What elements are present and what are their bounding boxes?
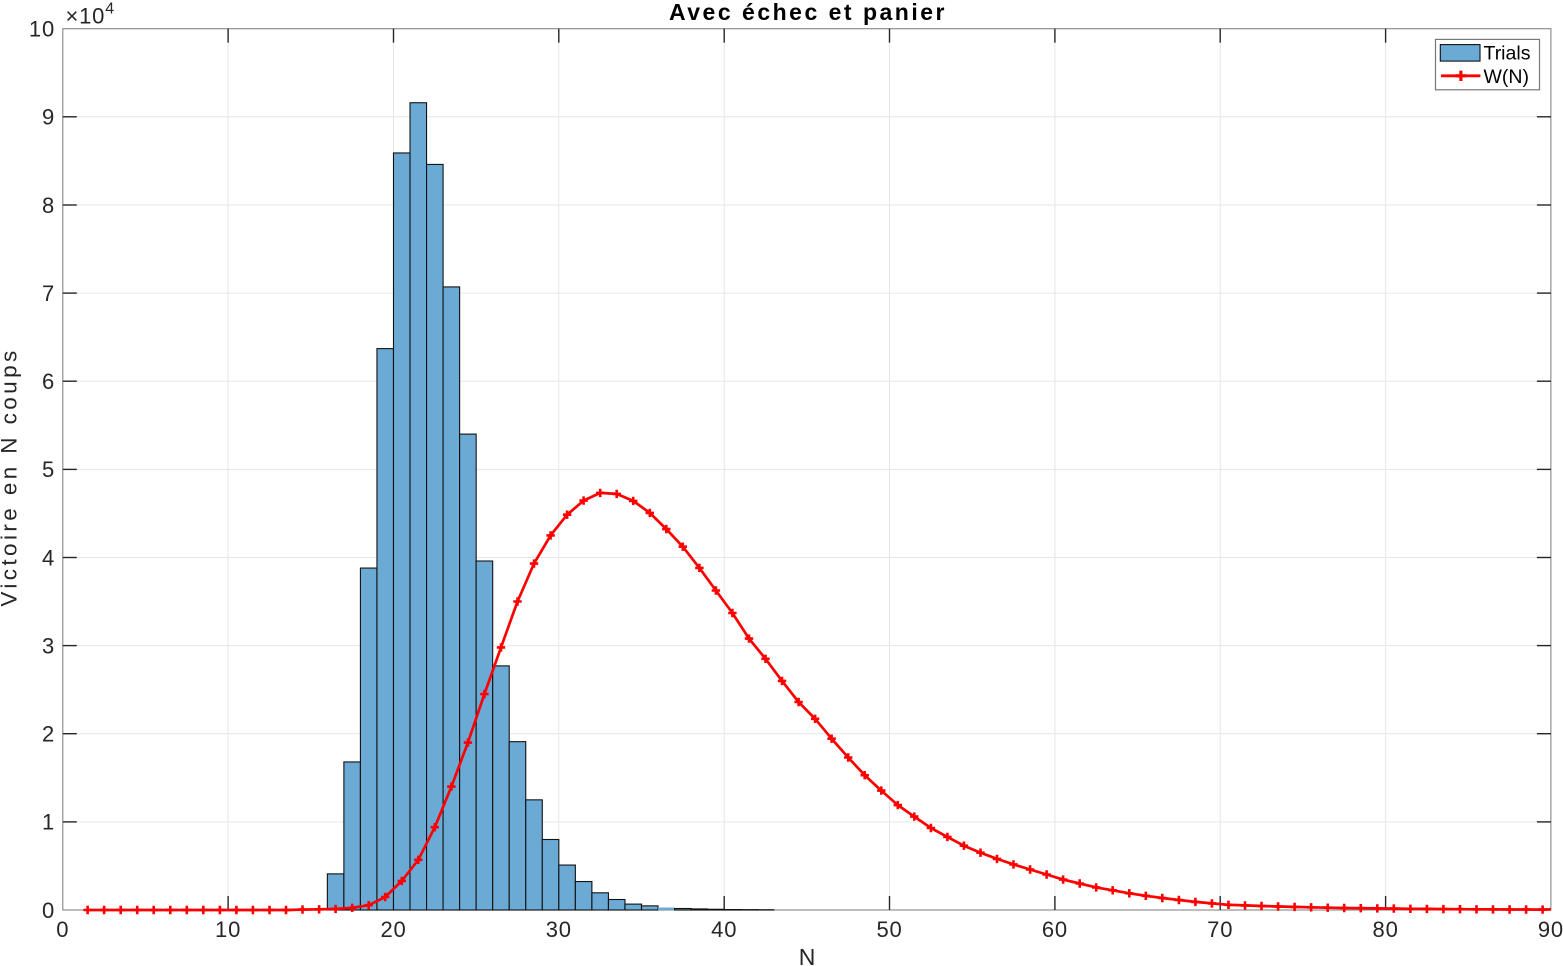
svg-text:70: 70 xyxy=(1207,917,1233,942)
svg-text:80: 80 xyxy=(1373,917,1399,942)
svg-text:30: 30 xyxy=(546,917,572,942)
svg-text:W(N): W(N) xyxy=(1484,66,1529,88)
svg-text:10: 10 xyxy=(29,17,55,42)
svg-text:20: 20 xyxy=(380,917,406,942)
svg-text:50: 50 xyxy=(876,917,902,942)
svg-text:0: 0 xyxy=(42,898,55,923)
svg-text:4: 4 xyxy=(42,545,55,570)
svg-text:Victoire en N coups: Victoire en N coups xyxy=(0,347,22,606)
svg-text:40: 40 xyxy=(711,917,737,942)
svg-text:90: 90 xyxy=(1538,917,1563,942)
svg-text:60: 60 xyxy=(1042,917,1068,942)
svg-text:7: 7 xyxy=(42,281,55,306)
svg-text:10: 10 xyxy=(215,917,241,942)
svg-text:8: 8 xyxy=(42,193,55,218)
svg-text:1: 1 xyxy=(42,810,55,835)
svg-text:Avec échec et panier: Avec échec et panier xyxy=(669,0,947,25)
svg-text:6: 6 xyxy=(42,369,55,394)
svg-text:Trials: Trials xyxy=(1484,43,1531,65)
svg-text:0: 0 xyxy=(56,917,69,942)
svg-text:5: 5 xyxy=(42,457,55,482)
svg-text:9: 9 xyxy=(42,105,55,130)
svg-text:2: 2 xyxy=(42,722,55,747)
svg-text:N: N xyxy=(799,944,816,966)
svg-text:3: 3 xyxy=(42,633,55,658)
svg-text:×104: ×104 xyxy=(66,1,115,29)
